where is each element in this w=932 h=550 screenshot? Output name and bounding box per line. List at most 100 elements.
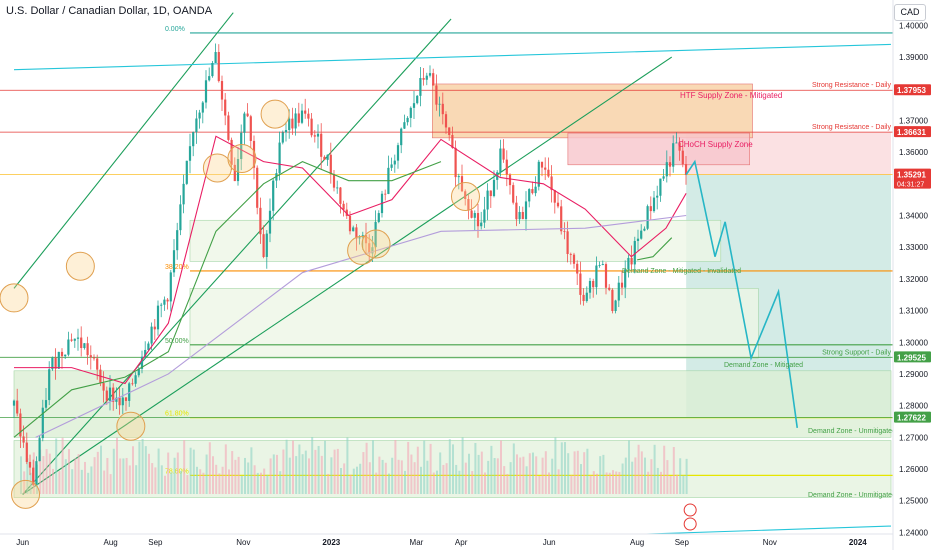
candle-body xyxy=(227,115,230,140)
volume-bar xyxy=(112,448,115,494)
candle-body xyxy=(464,191,467,200)
volume-bar xyxy=(509,462,512,494)
volume-bar xyxy=(352,468,355,494)
volume-bar xyxy=(384,462,387,494)
volume-bar xyxy=(378,456,381,494)
volume-bar xyxy=(74,458,77,494)
volume-bar xyxy=(586,448,589,494)
event-flag-icon xyxy=(683,503,697,517)
candle-body xyxy=(403,122,406,129)
volume-bar xyxy=(42,456,45,494)
candle-body xyxy=(323,156,326,160)
volume-bar xyxy=(420,466,422,494)
volume-bar xyxy=(637,444,640,494)
volume-bar xyxy=(141,438,144,494)
volume-bar xyxy=(103,470,106,494)
candle-body xyxy=(316,133,320,137)
volume-bar xyxy=(679,458,682,494)
price-label-badge xyxy=(894,168,931,189)
candle-body xyxy=(640,230,643,239)
candle-body xyxy=(265,233,268,257)
y-tick-label: 1.39000 xyxy=(899,53,928,62)
candle-body xyxy=(192,132,195,147)
candle-body xyxy=(627,257,630,270)
volume-bar xyxy=(477,454,480,494)
volume-bar xyxy=(685,458,688,494)
candle-body xyxy=(633,240,636,265)
volume-bar xyxy=(480,451,483,494)
candle-body xyxy=(102,382,105,391)
candle-body xyxy=(547,169,550,177)
candle-body xyxy=(460,176,464,192)
candle-body xyxy=(92,357,96,359)
highlight-circle xyxy=(227,143,257,173)
volume-bar xyxy=(592,471,595,494)
volume-bar xyxy=(87,472,90,494)
volume-bar xyxy=(231,451,234,494)
x-tick-label: Aug xyxy=(630,538,644,547)
x-tick-label: Nov xyxy=(236,538,250,547)
volume-bar xyxy=(199,469,202,494)
candle-body xyxy=(272,180,275,211)
candle-body xyxy=(582,294,585,302)
candle-body xyxy=(371,247,374,254)
chart-title: U.S. Dollar / Canadian Dollar, 1D, OANDA xyxy=(6,5,213,17)
candle-body xyxy=(246,113,249,117)
y-tick-label: 1.24000 xyxy=(899,528,928,537)
volume-bar xyxy=(250,447,253,494)
currency-badge[interactable]: CAD xyxy=(894,4,926,21)
volume-bar xyxy=(496,458,499,494)
candle-body xyxy=(153,326,156,330)
volume-bar xyxy=(260,472,262,494)
volume-bar xyxy=(333,449,336,494)
candle-body xyxy=(156,305,160,330)
candle-body xyxy=(518,211,521,220)
candle-body xyxy=(649,206,652,212)
volume-bar xyxy=(516,454,518,494)
candle-body xyxy=(86,343,89,356)
candle-body xyxy=(176,230,179,251)
volume-bar xyxy=(349,474,352,494)
candle-body xyxy=(134,375,137,384)
price-label-countdown: 04:31:27 xyxy=(897,182,924,189)
volume-bar xyxy=(237,456,240,494)
volume-bar xyxy=(407,441,410,494)
fib-label-3: 61.80% xyxy=(165,411,189,418)
volume-bar xyxy=(167,452,170,494)
volume-bar xyxy=(119,458,122,494)
volume-bar xyxy=(618,471,621,494)
candle-body xyxy=(412,103,416,108)
volume-bar xyxy=(160,465,163,494)
candle-body xyxy=(537,161,540,187)
candle-body xyxy=(355,227,358,239)
volume-bar xyxy=(375,472,378,494)
candle-body xyxy=(48,369,51,401)
volume-bar xyxy=(221,466,224,494)
volume-bar xyxy=(676,474,678,494)
volume-bar xyxy=(567,453,570,494)
candle-body xyxy=(195,118,198,133)
volume-bar xyxy=(314,449,317,494)
candle-body xyxy=(336,187,339,189)
volume-bar xyxy=(109,474,112,494)
x-tick-label: Jun xyxy=(16,538,29,547)
candle-body xyxy=(576,263,579,274)
candle-body xyxy=(592,280,595,288)
volume-bar xyxy=(39,449,42,494)
moving-average-3 xyxy=(35,214,687,438)
candle-body xyxy=(512,185,515,203)
candle-body xyxy=(329,154,332,175)
volume-bar xyxy=(468,453,470,494)
volume-bar xyxy=(599,456,602,494)
candle-body xyxy=(454,147,457,178)
volume-bar xyxy=(240,475,243,494)
volume-bar xyxy=(580,464,582,494)
zone-2 xyxy=(189,219,722,262)
fib-label-1: 38.20% xyxy=(165,264,189,271)
candle-body xyxy=(22,436,25,443)
volume-bar xyxy=(285,439,288,494)
candle-body xyxy=(480,222,483,227)
candle-body xyxy=(534,186,537,194)
candle-body xyxy=(556,202,560,207)
